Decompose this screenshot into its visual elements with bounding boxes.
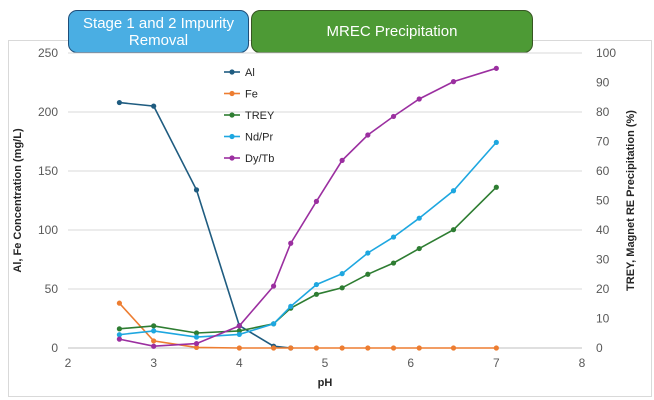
data-point-fe (116, 300, 122, 306)
data-point-dy-tb (193, 340, 200, 347)
data-point-trey (151, 323, 157, 329)
data-point-dy-tb (339, 157, 345, 163)
y-right-tick-label: 100 (596, 46, 616, 60)
data-point-fe (390, 345, 397, 351)
chart-frame (8, 40, 652, 397)
y-right-tick-label: 90 (596, 76, 610, 90)
legend-marker-nd-pr (229, 133, 235, 140)
x-tick-label: 5 (322, 356, 329, 370)
x-tick-label: 3 (150, 356, 157, 370)
legend-label-al: Al (245, 67, 255, 79)
data-point-trey (339, 285, 345, 291)
data-point-fe (339, 345, 345, 351)
y-right-tick-label: 10 (596, 312, 610, 326)
legend-label-nd-pr: Nd/Pr (245, 132, 273, 144)
y-right-axis-title: TREY, Magnet RE Precipitation (%) (625, 110, 637, 291)
data-point-trey (116, 326, 122, 332)
data-point-nd-pr (271, 321, 277, 327)
data-point-dy-tb (236, 323, 242, 329)
data-point-fe (271, 345, 277, 351)
y-left-tick-label: 100 (38, 223, 58, 237)
y-left-tick-label: 0 (51, 341, 58, 355)
y-right-tick-label: 50 (596, 194, 610, 208)
data-point-nd-pr (365, 250, 371, 256)
x-tick-label: 7 (493, 356, 500, 370)
y-right-tick-label: 40 (596, 223, 610, 237)
series-line-nd-pr (119, 141, 497, 338)
legend-label-trey: TREY (245, 110, 275, 122)
data-point-dy-tb (271, 283, 277, 289)
data-point-fe (493, 345, 499, 351)
series-line-al (119, 101, 291, 349)
mrec-precipitation-banner: MREC Precipitation (251, 10, 533, 53)
data-point-nd-pr (339, 271, 345, 277)
series-line-dy-tb (119, 67, 497, 348)
data-point-nd-pr (151, 328, 157, 334)
data-point-nd-pr (116, 332, 122, 338)
data-point-fe (313, 345, 320, 351)
data-point-trey (416, 245, 422, 252)
data-point-al (193, 187, 200, 193)
data-point-dy-tb (365, 132, 371, 138)
legend-marker-al (229, 69, 235, 75)
data-point-nd-pr (236, 331, 242, 338)
data-point-al (116, 99, 122, 106)
data-point-dy-tb (450, 79, 457, 85)
data-point-nd-pr (193, 334, 200, 340)
x-axis-title: pH (318, 377, 333, 389)
data-point-trey (493, 184, 499, 190)
y-right-tick-label: 80 (596, 105, 610, 119)
y-left-axis-title: Al, Fe Concentration (mg/L) (12, 128, 24, 273)
y-right-tick-label: 0 (596, 341, 603, 355)
data-point-trey (193, 330, 200, 336)
data-point-dy-tb (288, 240, 294, 246)
y-left-tick-label: 200 (38, 105, 58, 119)
data-point-nd-pr (416, 215, 422, 221)
data-point-fe (365, 345, 371, 351)
x-tick-label: 6 (407, 356, 414, 370)
data-point-nd-pr (493, 139, 499, 145)
data-point-dy-tb (390, 113, 397, 120)
legend-marker-dy-tb (229, 155, 235, 161)
x-tick-label: 2 (65, 356, 72, 370)
data-point-trey (313, 291, 320, 297)
data-point-al (151, 103, 157, 109)
data-point-dy-tb (116, 336, 122, 342)
x-tick-label: 8 (579, 356, 586, 370)
series-line-fe (118, 302, 497, 349)
y-left-tick-label: 50 (45, 282, 59, 296)
data-point-trey (390, 260, 397, 266)
stage-impurity-removal-banner: Stage 1 and 2 Impurity Removal (68, 10, 249, 53)
data-point-dy-tb (416, 96, 422, 102)
data-point-fe (151, 338, 157, 344)
data-point-fe (236, 345, 242, 351)
data-point-nd-pr (288, 303, 294, 310)
y-left-tick-label: 250 (38, 46, 58, 60)
data-point-dy-tb (151, 343, 157, 349)
y-right-tick-label: 30 (596, 253, 610, 267)
data-point-fe (450, 345, 457, 351)
legend-label-fe: Fe (245, 89, 258, 101)
data-point-fe (288, 345, 294, 351)
data-point-dy-tb (493, 65, 499, 71)
data-point-trey (365, 271, 371, 277)
data-point-fe (416, 345, 422, 351)
legend-marker-fe (229, 90, 235, 97)
legend-marker-trey (229, 112, 235, 118)
data-point-fe (193, 344, 200, 351)
data-point-dy-tb (313, 198, 320, 204)
x-tick-label: 4 (236, 356, 243, 370)
y-left-tick-label: 150 (38, 164, 58, 178)
y-right-tick-label: 20 (596, 282, 610, 296)
data-point-nd-pr (313, 281, 320, 288)
series-line-trey (119, 186, 497, 334)
data-point-trey (450, 227, 457, 233)
data-point-nd-pr (450, 188, 457, 194)
y-right-tick-label: 60 (596, 164, 610, 178)
data-point-nd-pr (390, 234, 397, 240)
y-right-tick-label: 70 (596, 135, 610, 149)
legend-label-dy-tb: Dy/Tb (245, 153, 274, 165)
